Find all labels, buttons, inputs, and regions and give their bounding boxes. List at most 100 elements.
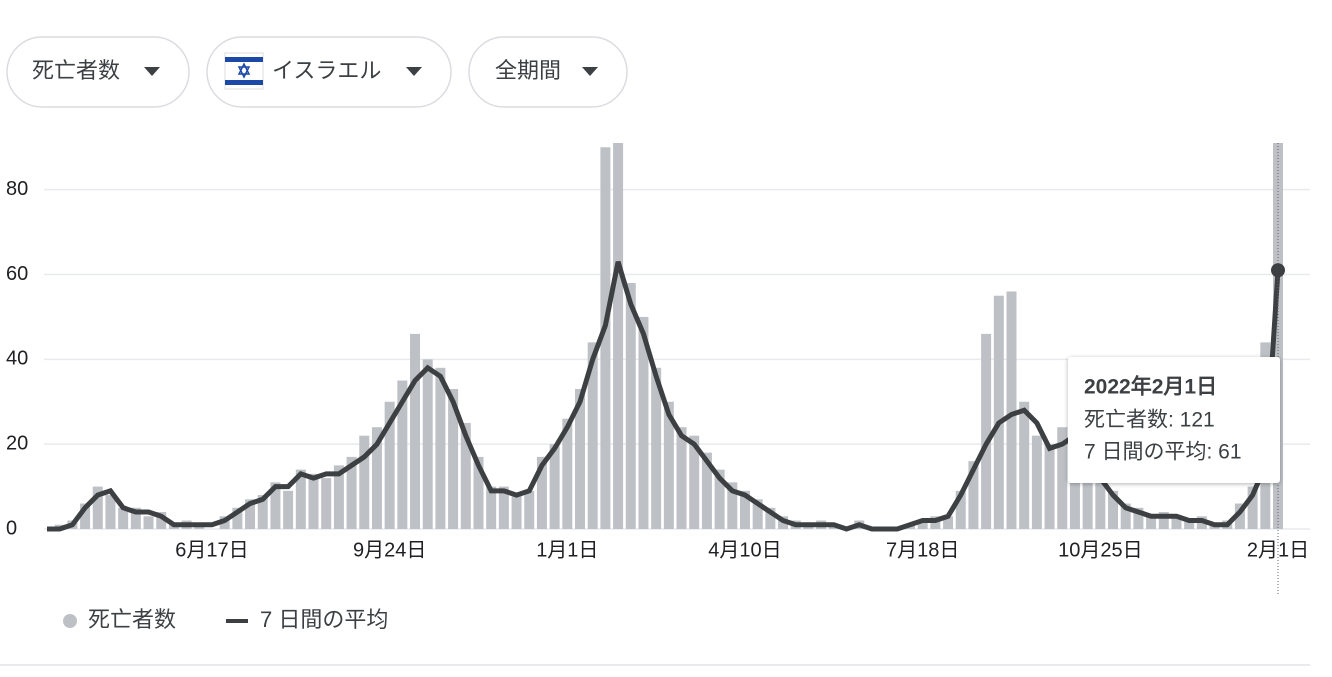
bar: [1057, 427, 1068, 529]
bar: [473, 456, 484, 529]
bar: [105, 495, 116, 529]
bar: [1019, 401, 1030, 529]
filter-label: 全期間: [495, 58, 561, 83]
bar: [422, 359, 433, 529]
bar: [371, 427, 382, 529]
legend-label: 7 日間の平均: [260, 607, 388, 632]
bar: [143, 516, 154, 529]
bar: [993, 295, 1004, 529]
bar: [156, 512, 167, 529]
bar: [1171, 516, 1182, 529]
bar: [1146, 516, 1157, 529]
bar: [448, 389, 459, 529]
bar: [943, 516, 954, 529]
bar: [1095, 473, 1106, 529]
bar: [511, 495, 522, 529]
y-tick-label: 60: [6, 263, 28, 285]
bar: [752, 499, 763, 529]
bar: [955, 490, 966, 529]
bar: [638, 316, 649, 529]
bar: [283, 490, 294, 529]
bar: [130, 507, 141, 529]
bar: [1108, 490, 1119, 529]
bar: [651, 367, 662, 529]
bar: [968, 461, 979, 529]
bar: [562, 418, 573, 529]
bar: [701, 452, 712, 529]
bar: [1031, 435, 1042, 529]
filter-period[interactable]: 全期間: [468, 36, 628, 108]
x-tick-label: 4月10日: [708, 539, 781, 561]
bar: [727, 482, 738, 529]
bar: [460, 422, 471, 529]
y-tick-label: 20: [6, 432, 28, 454]
bar: [587, 342, 598, 529]
flag-icon: [224, 52, 264, 90]
tooltip-box: [1068, 357, 1280, 483]
bar: [524, 490, 535, 529]
bar: [245, 499, 256, 529]
x-tick-label: 10月25日: [1058, 539, 1143, 561]
bar: [118, 507, 129, 529]
bar: [346, 456, 357, 529]
bar: [1234, 503, 1245, 529]
bar: [613, 143, 624, 529]
y-tick-label: 80: [6, 178, 28, 200]
filter-label: イスラエル: [272, 58, 381, 83]
bar: [80, 503, 91, 529]
x-tick-label: 7月18日: [886, 539, 959, 561]
x-tick-label: 1月1日: [536, 539, 598, 561]
plot-area: [47, 143, 1283, 532]
bar: [1006, 291, 1017, 529]
bar: [498, 486, 509, 529]
bar: [359, 435, 370, 529]
bar: [549, 444, 560, 529]
legend-label: 死亡者数: [88, 607, 176, 632]
bar: [689, 435, 700, 529]
bar: [308, 473, 319, 529]
bar: [1120, 503, 1131, 529]
bar: [333, 465, 344, 529]
bar: [321, 478, 332, 529]
bar: [917, 520, 928, 529]
bar: [270, 482, 281, 529]
bar: [232, 507, 243, 529]
bar: [765, 507, 776, 529]
tooltip-title: 2022年2月1日: [1084, 375, 1217, 399]
bar: [92, 486, 103, 529]
bar: [384, 401, 395, 529]
bar: [1247, 486, 1258, 529]
tooltip-line: 死亡者数: 121: [1084, 409, 1215, 432]
bar: [1133, 507, 1144, 529]
bar: [295, 469, 306, 529]
bar: [600, 147, 611, 529]
bar: [257, 495, 268, 529]
bar: [663, 401, 674, 529]
bar: [1184, 520, 1195, 529]
hover-point: [1271, 263, 1285, 278]
bar: [435, 367, 446, 529]
bar: [397, 380, 408, 529]
filter-metric[interactable]: 死亡者数: [6, 36, 190, 108]
bar: [676, 427, 687, 529]
filter-label: 死亡者数: [32, 58, 120, 83]
bar: [714, 469, 725, 529]
legend-swatch: [63, 614, 77, 628]
bar: [410, 333, 421, 529]
x-tick-label: 2月1日: [1247, 539, 1309, 561]
bar: [1044, 444, 1055, 529]
x-tick-label: 9月24日: [353, 539, 426, 561]
bar: [575, 389, 586, 529]
tooltip-line: 7 日間の平均: 61: [1084, 441, 1242, 464]
x-tick-label: 6月17日: [175, 539, 248, 561]
bar: [981, 333, 992, 529]
filter-country[interactable]: イスラエル: [206, 36, 452, 108]
bar: [625, 282, 636, 529]
bar: [1082, 444, 1093, 529]
bar: [536, 456, 547, 529]
bar: [486, 486, 497, 529]
bar: [1158, 512, 1169, 529]
y-tick-label: 40: [6, 348, 28, 370]
